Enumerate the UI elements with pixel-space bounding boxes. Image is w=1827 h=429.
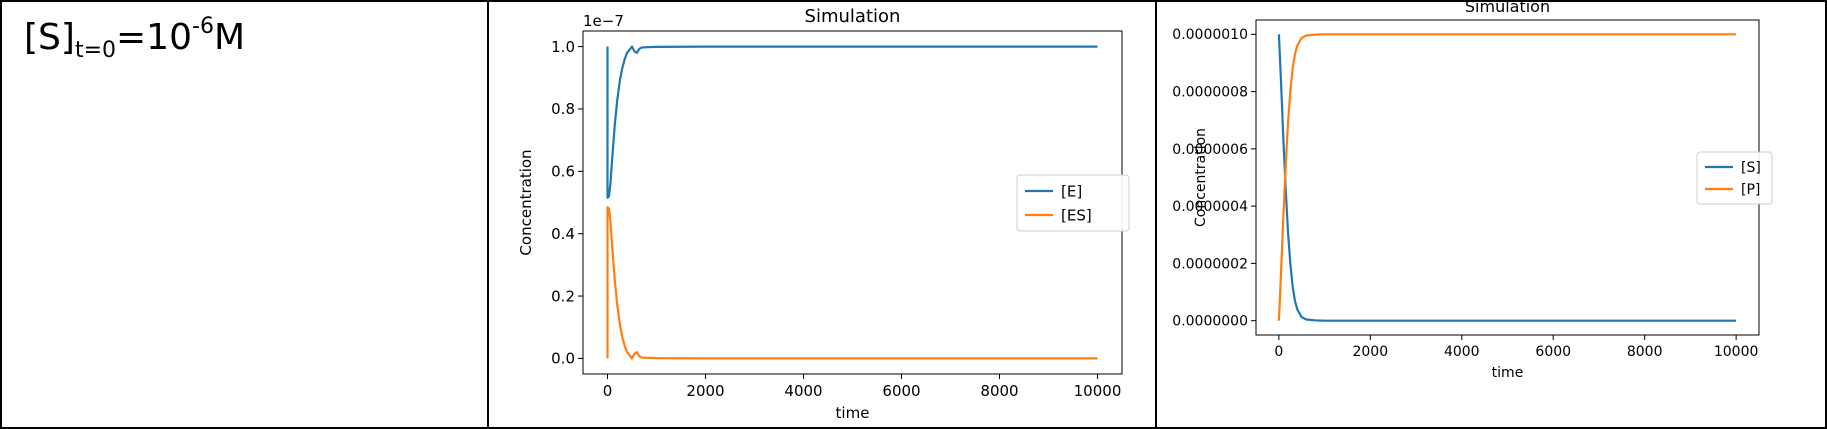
series-line-e xyxy=(606,45,1098,199)
y-tick-label: 0.0 xyxy=(551,350,575,368)
x-axis-label: time xyxy=(1492,365,1524,381)
label-equals-base: =10 xyxy=(116,17,192,58)
x-tick-label: 0 xyxy=(1274,344,1283,360)
y-tick-label: 0.2 xyxy=(551,287,575,305)
x-tick-label: 0 xyxy=(603,382,613,400)
label-subscript: t=0 xyxy=(74,38,117,63)
x-tick-label: 8000 xyxy=(980,382,1018,400)
label-species: [S] xyxy=(24,17,75,58)
series-line-p xyxy=(1277,33,1737,321)
chart-title: Simulation xyxy=(1465,0,1550,16)
y-tick-label: 0.0000010 xyxy=(1172,27,1248,43)
x-tick-label: 10000 xyxy=(1714,344,1759,360)
initial-substrate-label: [S]t=0=10-6M xyxy=(24,14,245,63)
y-axis-label: Concentration xyxy=(1193,128,1209,227)
x-tick-label: 6000 xyxy=(882,382,920,400)
legend-label: [ES] xyxy=(1061,206,1092,224)
legend-label: [S] xyxy=(1741,160,1761,176)
legend-label: [E] xyxy=(1061,182,1082,200)
y-tick-label: 0.6 xyxy=(551,163,575,181)
chart-title: Simulation xyxy=(805,6,901,27)
x-axis-label: time xyxy=(836,404,870,422)
y-tick-label: 0.0000008 xyxy=(1172,84,1248,100)
y-tick-label: 0.8 xyxy=(551,100,575,118)
legend-box xyxy=(1696,151,1773,205)
label-unit: M xyxy=(213,17,245,58)
x-tick-label: 4000 xyxy=(1444,344,1480,360)
label-exponent: -6 xyxy=(192,14,214,39)
y-tick-label: 0.0000002 xyxy=(1172,256,1248,272)
x-tick-label: 4000 xyxy=(784,382,822,400)
series-line-es xyxy=(606,206,1098,360)
axis-offset-text: 1e−7 xyxy=(583,12,624,30)
table-divider xyxy=(487,0,489,429)
table-divider xyxy=(1155,0,1157,429)
y-tick-label: 0.0000004 xyxy=(1172,199,1248,215)
y-tick-label: 1.0 xyxy=(551,38,575,56)
x-tick-label: 8000 xyxy=(1627,344,1663,360)
x-tick-label: 2000 xyxy=(1352,344,1388,360)
y-tick-label: 0.4 xyxy=(551,225,575,243)
y-tick-label: 0.0000006 xyxy=(1172,142,1248,158)
x-tick-label: 10000 xyxy=(1074,382,1122,400)
plot-frame xyxy=(1255,19,1760,336)
x-tick-label: 6000 xyxy=(1535,344,1571,360)
y-tick-label: 0.0000000 xyxy=(1172,314,1248,330)
legend-label: [P] xyxy=(1741,182,1760,198)
legend-box xyxy=(1016,174,1130,232)
enzyme-chart: Simulation 1e−7 0 2000 4000 6000 8000 10000 0.0 0… xyxy=(517,6,1130,422)
series-line-s xyxy=(1277,34,1737,322)
substrate-product-chart: Simulation 0 2000 4000 6000 8000 10000 0.000000… xyxy=(1172,0,1773,381)
y-axis-label: Concentration xyxy=(517,149,535,255)
x-tick-label: 2000 xyxy=(686,382,724,400)
